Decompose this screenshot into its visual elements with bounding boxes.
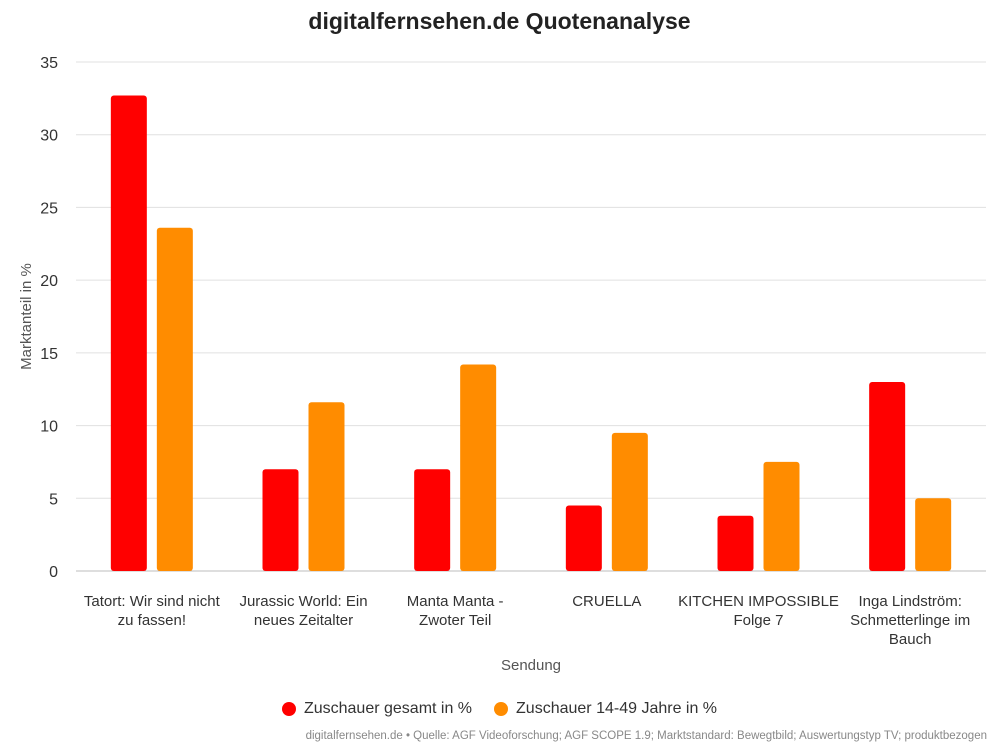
bar-series-2 — [915, 498, 952, 571]
y-tick-label: 25 — [40, 200, 58, 217]
bar-series-2 — [611, 432, 648, 571]
source-note: digitalfernsehen.de • Quelle: AGF Videof… — [305, 730, 987, 742]
y-axis-label: Marktanteil in % — [18, 263, 35, 370]
legend-label-series-1: Zuschauer gesamt in % — [303, 700, 473, 717]
x-tick-label: Tatort: Wir sind nicht — [84, 593, 221, 610]
y-tick-label: 5 — [49, 491, 58, 508]
legend-label-series-2: Zuschauer 14-49 Jahre in % — [516, 700, 718, 717]
legend-swatch-series-1 — [281, 702, 296, 716]
y-tick-label: 15 — [40, 346, 58, 363]
x-tick-label: Inga Lindström: — [858, 593, 961, 610]
x-axis-label: Sendung — [501, 657, 561, 674]
x-tick-label: neues Zeitalter — [254, 612, 353, 629]
x-tick-label: Schmetterlinge im — [850, 612, 970, 629]
legend-item-series-2[interactable]: Zuschauer 14-49 Jahre in % — [494, 700, 717, 718]
legend-swatch-series-2 — [494, 702, 509, 716]
y-tick-label: 20 — [40, 273, 58, 290]
bar-series-1 — [262, 469, 299, 571]
x-tick-label: CRUELLA — [572, 593, 641, 610]
bar-series-2 — [763, 461, 800, 571]
bar-series-1 — [414, 469, 451, 571]
x-tick-label: Bauch — [889, 631, 932, 648]
bar-series-1 — [717, 515, 754, 571]
y-tick-label: 35 — [40, 55, 58, 72]
chart-title: digitalfernsehen.de Quotenanalyse — [308, 8, 691, 34]
y-tick-label: 10 — [40, 419, 58, 436]
bar-series-2 — [308, 402, 345, 571]
bar-series-1 — [110, 95, 147, 571]
x-tick-label: KITCHEN IMPOSSIBLE — [678, 593, 839, 610]
bar-chart: 0 5 10 15 20 25 30 35 Marktanteil in % Tatort: Wi… — [18, 55, 986, 674]
bar-series-2 — [156, 227, 193, 571]
x-tick-label: Zwoter Teil — [419, 612, 491, 629]
y-tick-label: 0 — [49, 564, 58, 581]
x-tick-label: zu fassen! — [118, 612, 186, 629]
bar-series-2 — [460, 364, 497, 571]
y-tick-label: 30 — [40, 128, 58, 145]
bar-series-1 — [869, 381, 906, 571]
x-tick-label: Manta Manta - — [407, 593, 504, 610]
legend-item-series-1[interactable]: Zuschauer gesamt in % — [281, 700, 473, 718]
x-tick-label: Folge 7 — [733, 612, 783, 629]
bar-series-1 — [565, 505, 602, 571]
legend: Zuschauer gesamt in % Zuschauer 14-49 Ja… — [0, 700, 999, 718]
x-tick-label: Jurassic World: Ein — [239, 593, 367, 610]
